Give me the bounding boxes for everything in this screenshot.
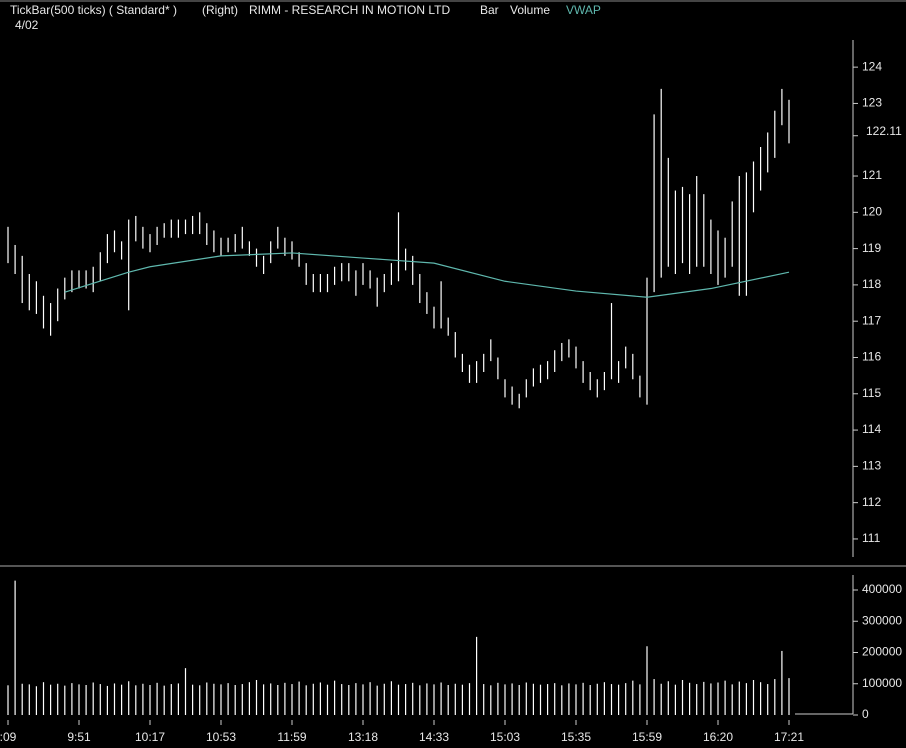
y-tick-label: 400000 (862, 582, 902, 596)
vwap-line (64, 252, 790, 298)
y-tick-label: 117 (862, 313, 881, 327)
x-tick-label: 13:18 (348, 730, 378, 744)
last-price-label: 122.11 (866, 124, 902, 138)
y-tick-label: 111 (862, 531, 881, 545)
y-tick-label: 118 (862, 277, 881, 291)
x-tick-label: 11:59 (277, 730, 306, 744)
x-tick-label: 10:53 (206, 730, 236, 744)
x-tick-label: 15:59 (632, 730, 662, 744)
study-label: TickBar(500 ticks) ( Standard* ) (10, 3, 177, 17)
y-tick-label: 120 (862, 204, 882, 218)
x-tick-label: 15:35 (561, 730, 591, 744)
x-tick-label: :09 (0, 730, 17, 744)
side-label: (Right) (202, 3, 238, 17)
x-tick-label: 9:51 (67, 730, 91, 744)
legend-volume: Volume (510, 3, 550, 17)
legend-vwap: VWAP (566, 3, 601, 17)
y-tick-label: 0 (862, 707, 869, 721)
x-tick-label: 14:33 (419, 730, 449, 744)
x-tick-label: 17:21 (774, 730, 804, 744)
y-tick-label: 113 (862, 459, 881, 473)
y-tick-label: 119 (862, 241, 881, 255)
x-tick-label: 10:17 (135, 730, 165, 744)
y-tick-label: 112 (862, 495, 881, 509)
x-tick-label: 16:20 (703, 730, 733, 744)
y-tick-label: 124 (862, 59, 882, 73)
legend-bar: Bar (480, 3, 499, 17)
y-tick-label: 300000 (862, 613, 902, 627)
symbol-label: RIMM - RESEARCH IN MOTION LTD (249, 3, 450, 17)
x-tick-label: 15:03 (490, 730, 520, 744)
y-tick-label: 100000 (862, 676, 902, 690)
y-tick-label: 200000 (862, 645, 902, 659)
y-tick-label: 115 (862, 386, 881, 400)
y-tick-label: 114 (862, 422, 881, 436)
y-tick-label: 123 (862, 96, 882, 110)
date-label: 4/02 (15, 18, 39, 32)
y-tick-label: 121 (862, 168, 882, 182)
y-tick-label: 116 (862, 350, 881, 364)
